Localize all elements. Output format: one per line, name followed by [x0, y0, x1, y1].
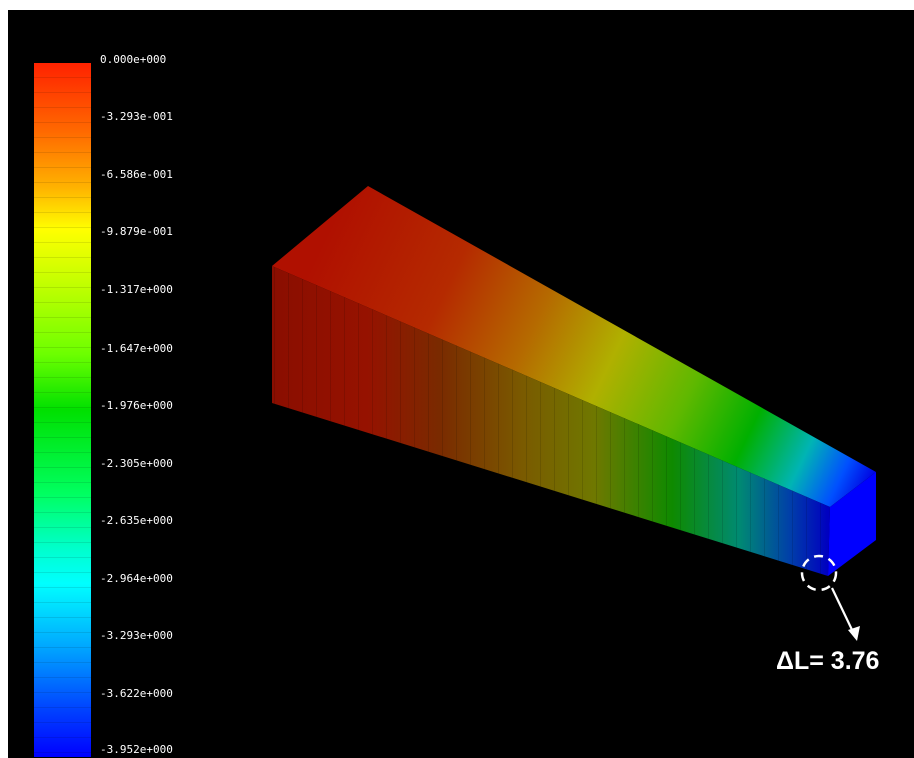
legend-label-8: -2.635e+000	[100, 514, 173, 527]
color-legend-bar	[34, 63, 91, 757]
legend-label-2: -6.586e-001	[100, 168, 173, 181]
legend-label-3: -9.879e-001	[100, 225, 173, 238]
beam-front-face-bands	[272, 266, 830, 576]
legend-label-5: -1.647e+000	[100, 342, 173, 355]
tip-highlight-circle	[800, 554, 838, 592]
legend-label-4: -1.317e+000	[100, 283, 173, 296]
beam-top-face	[272, 186, 876, 507]
tapered-beam-model	[272, 186, 876, 641]
legend-label-0: 0.000e+000	[100, 53, 167, 66]
beam-end-face	[828, 472, 876, 576]
legend-label-1: -3.293e-001	[100, 110, 173, 123]
annotation-arrow-line	[831, 587, 855, 635]
legend-label-7: -2.305e+000	[100, 457, 173, 470]
annotation-arrow-head	[848, 626, 860, 641]
delta-l-label: ΔL= 3.76	[776, 647, 880, 675]
legend-label-11: -3.622e+000	[100, 687, 173, 700]
legend-label-10: -3.293e+000	[100, 629, 173, 642]
legend-label-9: -2.964e+000	[100, 572, 173, 585]
legend-label-12: -3.952e+000	[100, 743, 173, 756]
legend-label-6: -1.976e+000	[100, 399, 173, 412]
fea-result-viewport: 0.000e+000 -3.293e-001 -6.586e-001 -9.87…	[8, 10, 914, 758]
